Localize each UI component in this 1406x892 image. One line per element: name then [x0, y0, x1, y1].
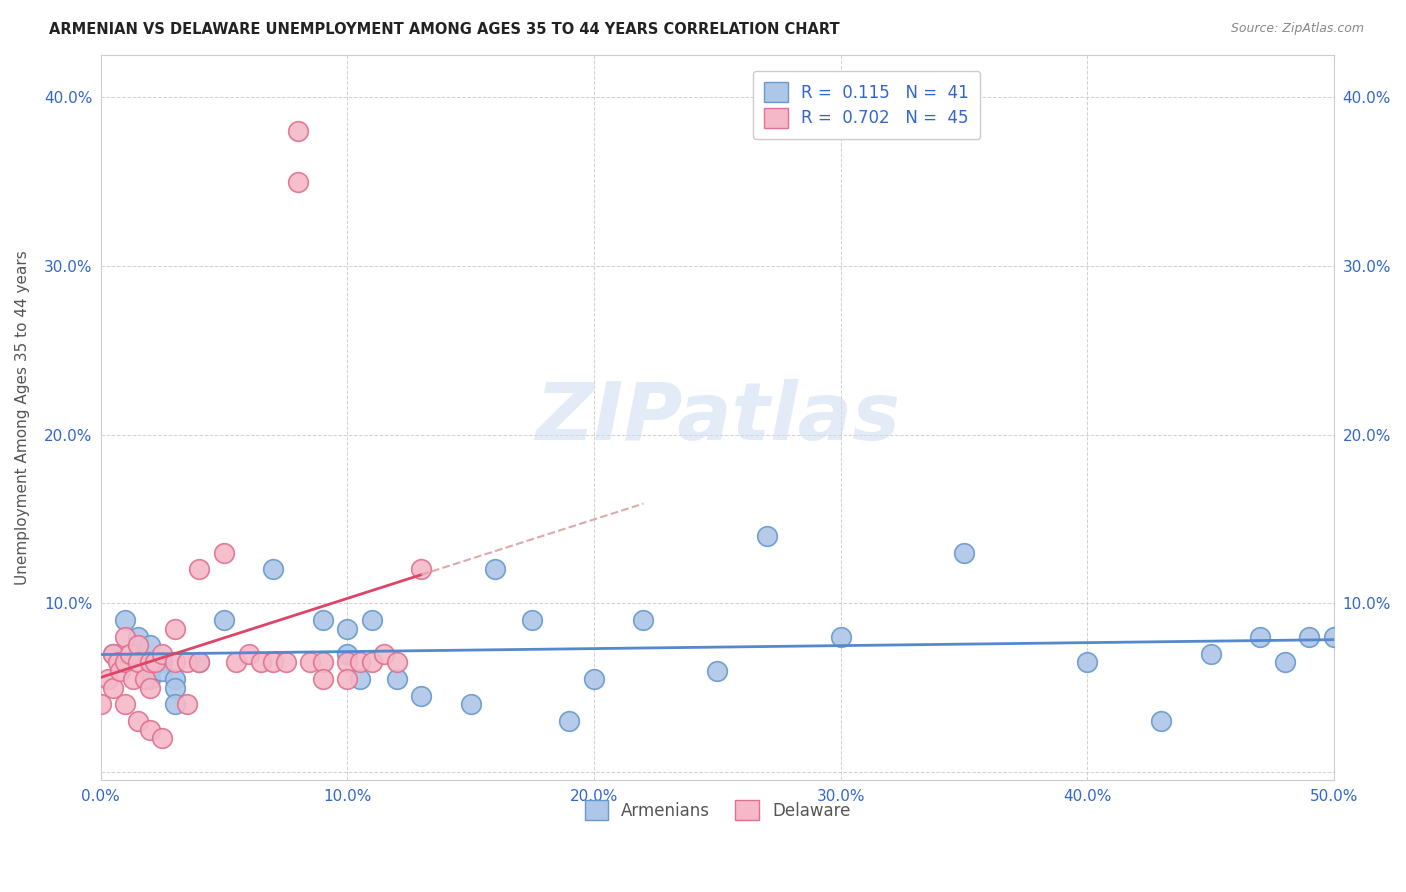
Point — [349, 655, 371, 669]
Point — [633, 613, 655, 627]
Point — [139, 664, 162, 678]
Point — [385, 655, 408, 669]
Point — [188, 655, 211, 669]
Point — [238, 647, 260, 661]
Point — [114, 655, 136, 669]
Point — [336, 655, 359, 669]
Point — [953, 546, 976, 560]
Point — [312, 613, 335, 627]
Point — [312, 672, 335, 686]
Point — [127, 647, 149, 661]
Point — [312, 655, 335, 669]
Point — [134, 672, 156, 686]
Point — [139, 639, 162, 653]
Point — [188, 562, 211, 576]
Point — [250, 655, 273, 669]
Point — [110, 664, 132, 678]
Text: ZIPatlas: ZIPatlas — [534, 379, 900, 457]
Point — [176, 655, 198, 669]
Point — [101, 647, 124, 661]
Point — [299, 655, 322, 669]
Point — [558, 714, 581, 729]
Point — [114, 698, 136, 712]
Point — [411, 689, 433, 703]
Point — [139, 681, 162, 695]
Point — [127, 655, 149, 669]
Point — [90, 698, 112, 712]
Point — [143, 655, 166, 669]
Point — [1076, 655, 1098, 669]
Point — [336, 622, 359, 636]
Point — [1274, 655, 1296, 669]
Text: Source: ZipAtlas.com: Source: ZipAtlas.com — [1230, 22, 1364, 36]
Point — [583, 672, 606, 686]
Point — [361, 613, 384, 627]
Point — [114, 630, 136, 644]
Point — [522, 613, 544, 627]
Point — [163, 622, 186, 636]
Point — [212, 613, 235, 627]
Point — [127, 714, 149, 729]
Point — [1298, 630, 1320, 644]
Point — [385, 672, 408, 686]
Point — [97, 672, 120, 686]
Point — [287, 124, 309, 138]
Point — [127, 639, 149, 653]
Point — [114, 655, 136, 669]
Point — [163, 698, 186, 712]
Text: ARMENIAN VS DELAWARE UNEMPLOYMENT AMONG AGES 35 TO 44 YEARS CORRELATION CHART: ARMENIAN VS DELAWARE UNEMPLOYMENT AMONG … — [49, 22, 839, 37]
Point — [114, 613, 136, 627]
Point — [152, 655, 174, 669]
Point — [176, 698, 198, 712]
Point — [139, 723, 162, 737]
Point — [460, 698, 482, 712]
Point — [274, 655, 297, 669]
Point — [152, 647, 174, 661]
Point — [262, 655, 284, 669]
Point — [336, 647, 359, 661]
Point — [163, 655, 186, 669]
Point — [1150, 714, 1173, 729]
Point — [139, 655, 162, 669]
Legend: Armenians, Delaware: Armenians, Delaware — [578, 794, 858, 826]
Point — [373, 647, 395, 661]
Point — [163, 672, 186, 686]
Point — [152, 731, 174, 746]
Point — [361, 655, 384, 669]
Point — [107, 655, 129, 669]
Point — [139, 655, 162, 669]
Y-axis label: Unemployment Among Ages 35 to 44 years: Unemployment Among Ages 35 to 44 years — [15, 251, 30, 585]
Point — [225, 655, 247, 669]
Point — [349, 672, 371, 686]
Point — [121, 672, 143, 686]
Point — [336, 672, 359, 686]
Point — [101, 681, 124, 695]
Point — [411, 562, 433, 576]
Point — [188, 655, 211, 669]
Point — [1249, 630, 1271, 644]
Point — [152, 664, 174, 678]
Point — [139, 672, 162, 686]
Point — [706, 664, 728, 678]
Point — [484, 562, 506, 576]
Point — [212, 546, 235, 560]
Point — [127, 630, 149, 644]
Point — [120, 647, 142, 661]
Point — [830, 630, 852, 644]
Point — [262, 562, 284, 576]
Point — [101, 647, 124, 661]
Point — [1199, 647, 1222, 661]
Point — [755, 529, 778, 543]
Point — [1323, 630, 1346, 644]
Point — [287, 175, 309, 189]
Point — [163, 681, 186, 695]
